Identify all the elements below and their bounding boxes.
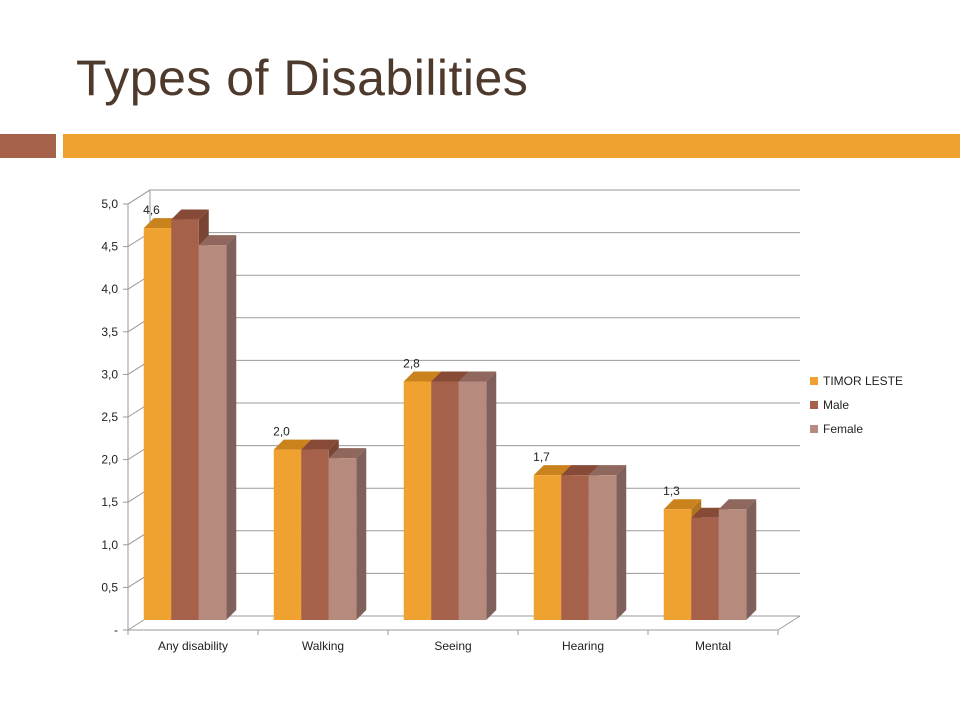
- bar: [431, 381, 459, 620]
- gridline: [127, 189, 800, 205]
- bar-top: [328, 448, 367, 459]
- bar: [171, 219, 199, 620]
- bar: [273, 449, 302, 620]
- data-label: 2,8: [403, 356, 420, 370]
- bar-side: [616, 465, 627, 620]
- y-tick-label: 3,5: [101, 325, 118, 339]
- y-tick-label: 2,0: [101, 453, 118, 467]
- x-tick-label: Mental: [695, 639, 731, 653]
- legend-label: Male: [823, 398, 849, 412]
- legend-swatch: [810, 377, 818, 385]
- bar: [301, 449, 329, 620]
- bar: [458, 381, 487, 620]
- bar: [718, 509, 747, 620]
- bar-top: [588, 465, 627, 476]
- bar-top: [561, 465, 599, 476]
- x-tick-label: Seeing: [434, 639, 471, 653]
- x-tick-label: Walking: [302, 639, 344, 653]
- bar-top: [171, 209, 209, 220]
- x-tick-label: Any disability: [158, 639, 228, 653]
- bar: [533, 475, 562, 620]
- bar: [403, 381, 432, 620]
- y-tick-label: 1,5: [101, 495, 118, 509]
- bar-top: [718, 499, 757, 510]
- bar-side: [226, 235, 237, 620]
- y-tick-label: 4,0: [101, 282, 118, 296]
- title-accent-bar: [63, 134, 960, 158]
- bar-top: [403, 371, 442, 382]
- data-label: 1,3: [663, 484, 680, 498]
- bar-side: [486, 371, 497, 620]
- title-accent-block: [0, 134, 56, 158]
- legend-label: Female: [823, 422, 863, 436]
- y-tick-label: -: [114, 623, 118, 637]
- slide-title: Types of Disabilities: [76, 50, 529, 106]
- y-tick-label: 1,0: [101, 538, 118, 552]
- bar: [561, 475, 589, 620]
- bar-top: [533, 465, 572, 476]
- bar-top: [273, 439, 312, 450]
- data-label: 2,0: [273, 425, 290, 439]
- floor-edge: [777, 615, 801, 631]
- bar: [198, 245, 227, 620]
- bar-side: [356, 448, 367, 620]
- data-label: 4,6: [143, 203, 160, 217]
- y-tick-label: 3,0: [101, 367, 118, 381]
- bar: [328, 458, 357, 620]
- bar-top: [458, 371, 497, 382]
- legend-swatch: [810, 425, 818, 433]
- x-tick-label: Hearing: [562, 639, 604, 653]
- bar: [588, 475, 617, 620]
- bar: [691, 517, 719, 620]
- bar-side: [746, 499, 757, 620]
- legend-label: TIMOR LESTE: [823, 374, 903, 388]
- y-tick-label: 4,5: [101, 240, 118, 254]
- y-tick-label: 0,5: [101, 580, 118, 594]
- bar: [143, 228, 172, 620]
- y-tick-label: 2,5: [101, 410, 118, 424]
- bar: [663, 509, 692, 620]
- legend-swatch: [810, 401, 818, 409]
- bar-top: [431, 371, 469, 382]
- bar-top: [301, 439, 339, 450]
- data-label: 1,7: [533, 450, 550, 464]
- bar-top: [198, 235, 237, 246]
- disability-bar-chart: - 0,5 1,0 1,5 2,0 2,5 3,0 3,5 4,0 4,5 5,0 Any disab…: [101, 189, 903, 653]
- bar-top: [663, 499, 702, 510]
- y-tick-label: 5,0: [101, 197, 118, 211]
